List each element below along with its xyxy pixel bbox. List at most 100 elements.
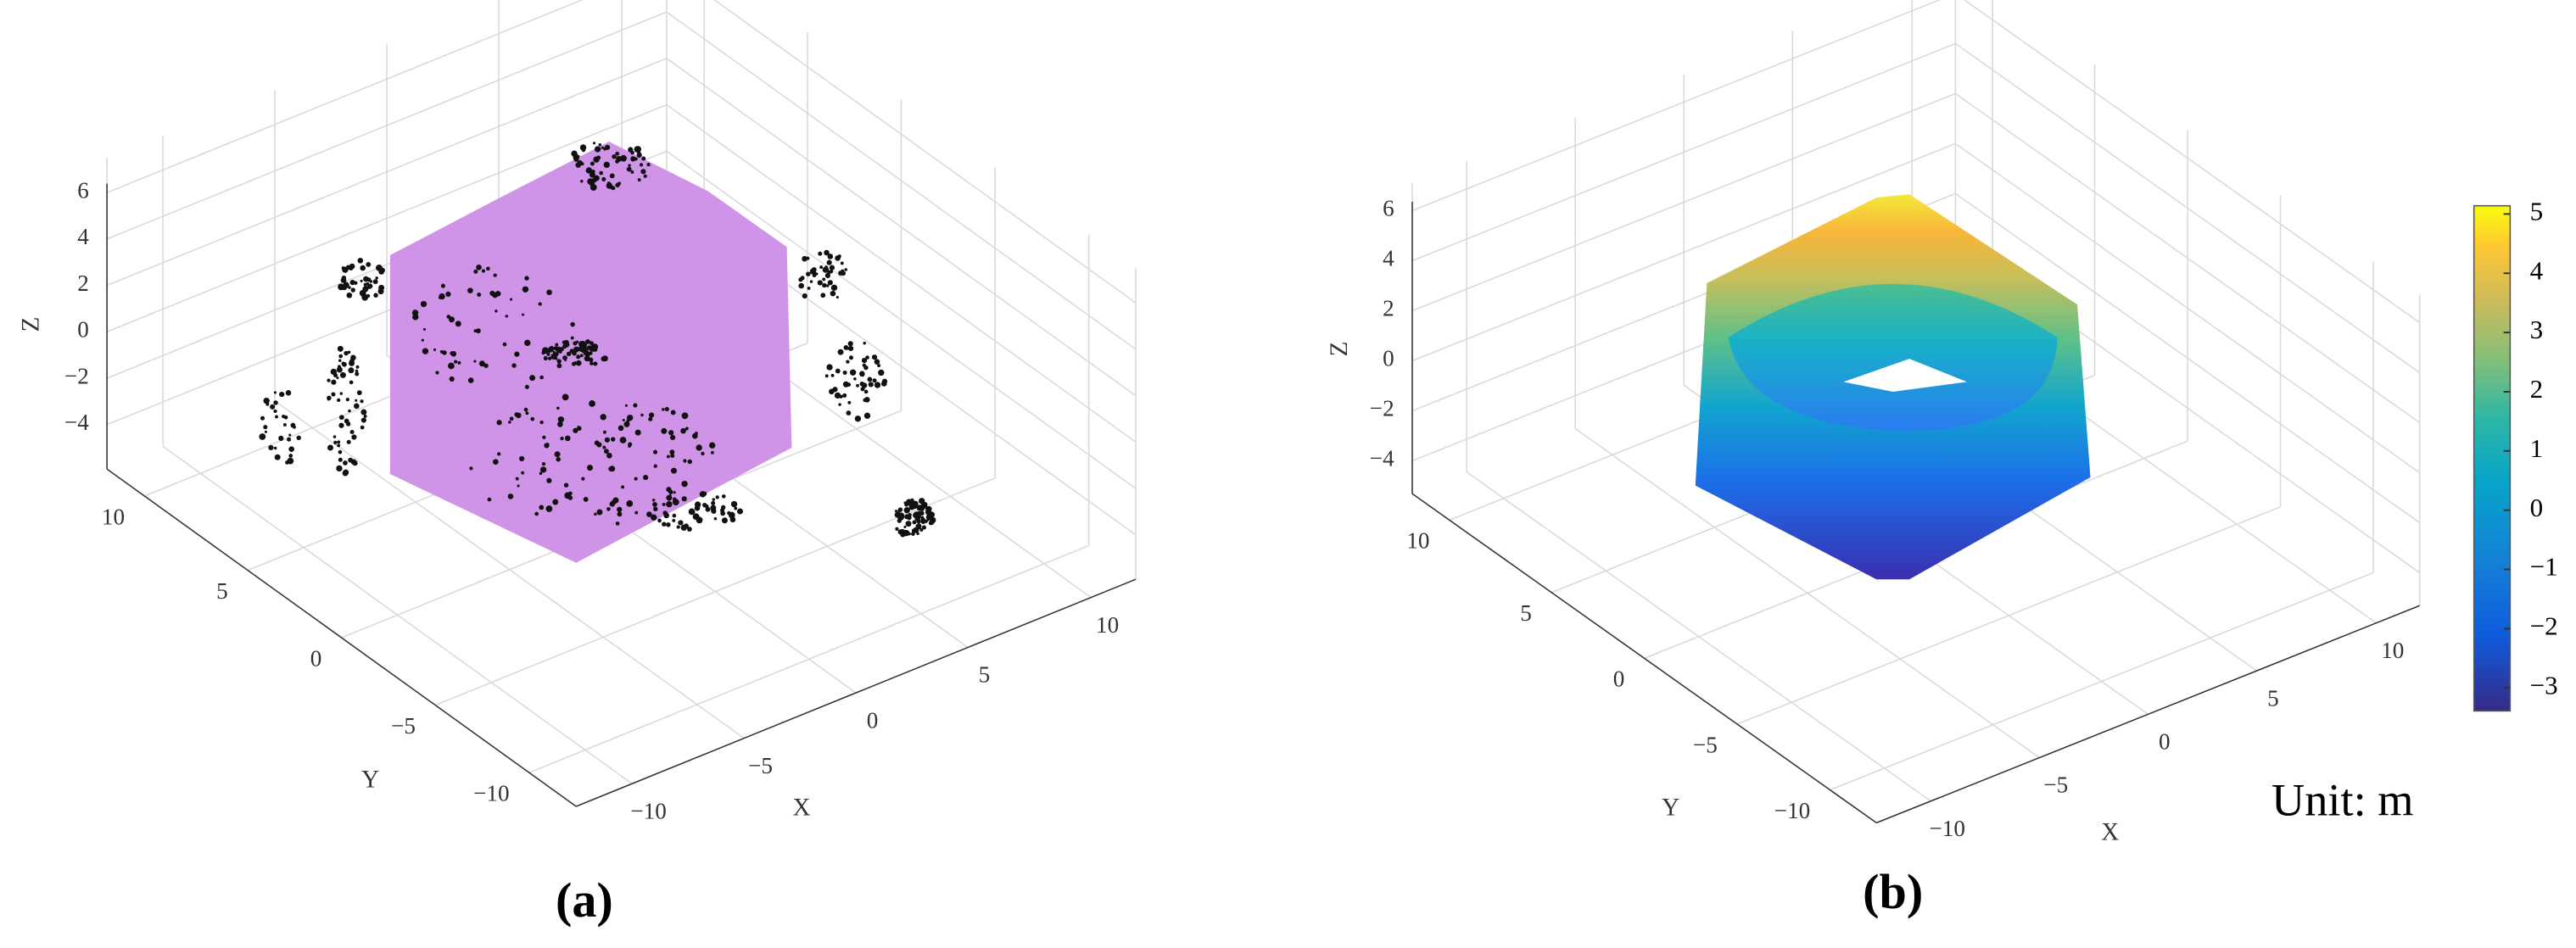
point xyxy=(601,176,606,181)
point xyxy=(346,439,351,444)
point xyxy=(817,280,823,286)
point xyxy=(523,407,528,412)
point xyxy=(589,341,594,346)
point xyxy=(642,474,649,481)
point xyxy=(336,376,339,380)
point xyxy=(666,522,671,527)
point xyxy=(872,378,877,383)
point xyxy=(377,288,384,295)
point xyxy=(343,282,349,288)
point xyxy=(338,457,343,462)
point xyxy=(670,434,676,441)
point xyxy=(847,400,852,404)
point xyxy=(863,365,869,371)
point xyxy=(496,420,502,426)
point xyxy=(260,415,265,421)
point xyxy=(546,352,550,356)
point xyxy=(626,166,632,172)
point xyxy=(863,396,870,403)
point xyxy=(596,509,603,516)
point xyxy=(871,354,878,360)
z-tick-label: 4 xyxy=(77,224,89,249)
point xyxy=(543,356,548,361)
point xyxy=(663,512,670,519)
point xyxy=(849,369,857,376)
point xyxy=(626,414,634,421)
point xyxy=(651,514,657,521)
point xyxy=(602,445,606,449)
point xyxy=(630,170,634,174)
point xyxy=(846,410,852,415)
point xyxy=(666,501,673,508)
point xyxy=(366,262,372,267)
point xyxy=(913,501,919,507)
point xyxy=(478,360,485,367)
point xyxy=(360,399,364,404)
point xyxy=(497,452,501,456)
point xyxy=(476,264,482,270)
y-tick-label: 5 xyxy=(216,578,228,604)
point xyxy=(648,416,653,421)
point xyxy=(265,402,270,406)
x-tick-label: 10 xyxy=(2381,638,2404,663)
colorbar-tick-label: −1 xyxy=(2530,552,2558,582)
point xyxy=(547,349,551,353)
axes-grid xyxy=(106,0,2421,824)
point xyxy=(467,377,474,383)
point xyxy=(373,293,378,298)
point xyxy=(573,427,578,433)
point xyxy=(573,346,580,353)
point xyxy=(489,290,495,297)
y-tick-label: 10 xyxy=(1406,528,1429,554)
point xyxy=(609,501,616,507)
colorbar-tick-label: −3 xyxy=(2530,670,2558,700)
z-tick-label: −2 xyxy=(1370,396,1394,421)
point xyxy=(457,360,461,365)
point xyxy=(841,270,847,276)
point xyxy=(664,407,669,412)
point xyxy=(576,154,580,159)
point xyxy=(924,519,928,523)
point xyxy=(450,351,455,356)
point xyxy=(557,421,563,427)
point xyxy=(273,409,277,414)
point xyxy=(598,142,602,147)
point xyxy=(617,181,622,186)
point xyxy=(820,293,826,298)
point xyxy=(293,425,296,429)
point xyxy=(648,412,655,418)
point xyxy=(843,345,849,350)
point xyxy=(620,154,627,162)
point xyxy=(454,360,458,364)
point xyxy=(288,433,292,437)
point xyxy=(524,276,529,281)
point xyxy=(917,515,922,519)
point xyxy=(259,433,266,440)
point xyxy=(357,258,364,264)
point xyxy=(711,500,716,505)
point xyxy=(473,329,478,333)
point xyxy=(483,363,489,369)
point xyxy=(560,436,564,441)
point xyxy=(570,321,575,327)
z-tick-label: −2 xyxy=(64,363,89,388)
point xyxy=(571,351,575,355)
point xyxy=(538,302,542,306)
point xyxy=(508,421,511,424)
point xyxy=(593,361,598,366)
colorbar-tick-label: 0 xyxy=(2530,493,2544,522)
point xyxy=(556,359,562,364)
point xyxy=(575,162,582,168)
point xyxy=(661,427,668,434)
point xyxy=(279,391,285,398)
point xyxy=(606,182,613,189)
point xyxy=(274,454,281,460)
point xyxy=(422,348,429,354)
point xyxy=(332,435,337,438)
point xyxy=(736,508,743,515)
point xyxy=(349,429,355,435)
point xyxy=(919,510,925,516)
point xyxy=(338,354,344,359)
point xyxy=(278,435,284,441)
